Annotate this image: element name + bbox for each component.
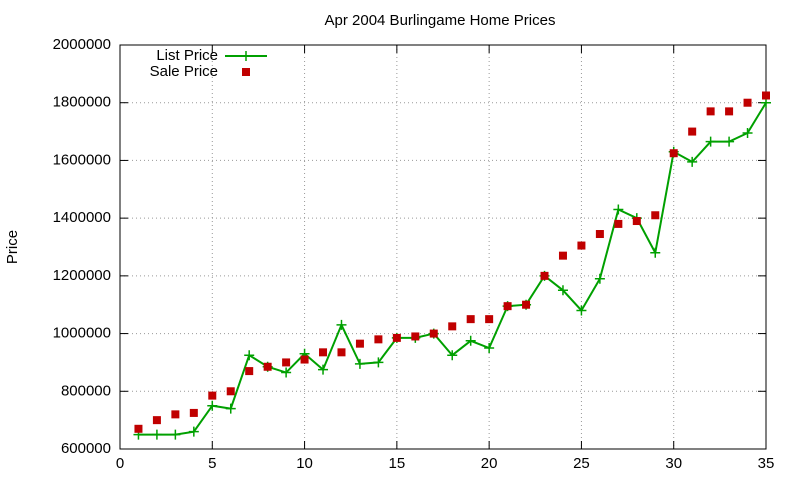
point-marker	[226, 387, 235, 396]
point-marker	[651, 211, 660, 220]
point-marker	[355, 339, 364, 348]
point-marker	[466, 315, 475, 324]
x-tick-label: 15	[389, 455, 406, 472]
x-tick-label: 25	[573, 455, 590, 472]
point-marker	[336, 319, 347, 330]
y-tick-label: 1800000	[53, 94, 111, 111]
point-marker	[743, 98, 752, 107]
legend-label: Sale Price	[150, 63, 218, 80]
point-marker	[225, 403, 236, 414]
legend-label: List Price	[156, 47, 218, 64]
point-marker	[613, 204, 624, 215]
point-marker	[318, 364, 329, 375]
plot-frame	[119, 44, 767, 450]
x-tick-label: 10	[296, 455, 313, 472]
point-marker	[429, 329, 438, 338]
point-marker	[742, 128, 753, 139]
y-tick-label: 1400000	[53, 209, 111, 226]
point-marker	[465, 335, 476, 346]
point-marker	[448, 322, 457, 331]
point-marker	[447, 350, 458, 361]
legend-marker	[241, 51, 251, 61]
point-marker	[337, 348, 346, 357]
point-marker	[577, 241, 586, 250]
y-tick-label: 1600000	[53, 151, 111, 168]
point-marker	[373, 357, 384, 368]
x-tick-label: 20	[481, 455, 498, 472]
point-marker	[485, 315, 494, 324]
point-marker	[152, 416, 161, 425]
point-marker	[614, 219, 623, 228]
point-marker	[595, 230, 604, 239]
point-marker	[705, 136, 716, 147]
point-marker	[208, 391, 217, 400]
point-marker	[282, 358, 291, 367]
chart-title: Apr 2004 Burlingame Home Prices	[325, 12, 556, 29]
point-marker	[669, 149, 678, 158]
point-marker	[557, 285, 568, 296]
point-marker	[687, 156, 698, 167]
y-tick-label: 1200000	[53, 267, 111, 284]
point-marker	[151, 429, 162, 440]
point-marker	[411, 332, 420, 341]
point-marker	[706, 107, 715, 116]
point-marker	[762, 91, 770, 100]
point-marker	[724, 136, 735, 147]
point-marker	[171, 410, 180, 419]
point-marker	[263, 362, 272, 371]
point-marker	[392, 333, 401, 342]
y-axis-label: Price	[4, 230, 21, 264]
point-marker	[484, 343, 495, 353]
point-marker	[650, 247, 661, 258]
point-marker	[522, 300, 531, 309]
point-marker	[354, 358, 365, 369]
legend-marker	[242, 68, 250, 76]
point-marker	[688, 127, 697, 136]
y-tick-label: 800000	[61, 382, 111, 399]
point-marker	[576, 305, 587, 316]
point-marker	[540, 271, 549, 280]
x-tick-label: 30	[665, 455, 682, 472]
point-marker	[594, 273, 605, 284]
point-marker	[632, 217, 641, 226]
point-marker	[503, 302, 512, 311]
point-marker	[245, 367, 254, 376]
point-marker	[281, 367, 292, 378]
point-marker	[188, 426, 199, 437]
point-marker	[374, 335, 383, 344]
point-marker	[170, 429, 181, 440]
x-tick-label: 5	[208, 455, 216, 472]
point-marker	[300, 355, 309, 364]
y-tick-label: 1000000	[53, 325, 111, 342]
point-marker	[189, 408, 198, 417]
y-tick-label: 600000	[61, 440, 111, 457]
point-marker	[319, 348, 328, 357]
point-marker	[558, 251, 567, 260]
point-marker	[207, 400, 218, 411]
point-marker	[725, 107, 734, 116]
point-marker	[244, 350, 255, 361]
x-tick-label: 0	[116, 455, 124, 472]
x-tick-label: 35	[758, 455, 775, 472]
point-marker	[134, 424, 143, 433]
y-tick-label: 2000000	[53, 36, 111, 53]
